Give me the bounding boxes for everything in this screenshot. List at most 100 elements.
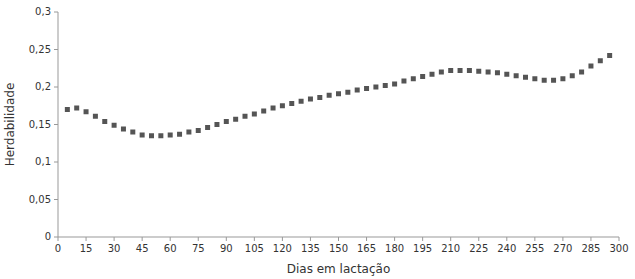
x-tick-label: 60	[164, 243, 177, 254]
point	[401, 79, 406, 84]
point	[233, 117, 238, 122]
x-tick-label: 240	[497, 243, 516, 254]
point	[607, 53, 612, 58]
point	[345, 90, 350, 95]
x-tick-label: 90	[220, 243, 233, 254]
point	[392, 82, 397, 87]
point	[598, 58, 603, 63]
x-tick	[226, 237, 227, 241]
x-tick	[366, 237, 367, 241]
point	[252, 112, 257, 117]
point	[158, 133, 163, 138]
x-tick	[478, 237, 479, 241]
y-tick	[54, 87, 58, 88]
y-tick	[54, 199, 58, 200]
x-tick	[282, 237, 283, 241]
x-tick-label: 225	[469, 243, 488, 254]
x-axis-label: Dias em lactação	[287, 262, 391, 276]
axes: 00,050,10,150,20,250,3015304560759010512…	[29, 6, 629, 254]
point	[112, 123, 117, 128]
point	[317, 95, 322, 100]
x-tick-label: 270	[553, 243, 572, 254]
point	[261, 109, 266, 114]
x-tick	[562, 237, 563, 241]
point	[336, 91, 341, 96]
x-tick	[86, 237, 87, 241]
point	[411, 76, 416, 81]
x-tick-label: 75	[192, 243, 205, 254]
point	[495, 70, 500, 75]
point	[299, 99, 304, 104]
point	[121, 127, 126, 132]
point	[579, 70, 584, 75]
y-tick	[54, 162, 58, 163]
point	[373, 85, 378, 90]
point	[140, 133, 145, 138]
point	[383, 83, 388, 88]
point	[476, 69, 481, 74]
x-tick	[450, 237, 451, 241]
point	[355, 88, 360, 93]
y-tick-label: 0,05	[29, 194, 51, 205]
x-tick-label: 0	[55, 243, 61, 254]
x-tick-label: 120	[273, 243, 292, 254]
x-tick-label: 150	[329, 243, 348, 254]
point	[514, 73, 519, 78]
x-tick	[114, 237, 115, 241]
x-tick	[338, 237, 339, 241]
x-tick	[619, 237, 620, 241]
y-tick	[54, 49, 58, 50]
x-tick-label: 15	[80, 243, 93, 254]
y-tick-label: 0,2	[35, 81, 51, 92]
points	[65, 53, 612, 138]
point	[448, 68, 453, 73]
point	[196, 128, 201, 133]
point	[560, 76, 565, 81]
x-tick	[58, 237, 59, 241]
y-tick-label: 0	[45, 231, 51, 242]
point	[205, 125, 210, 130]
y-tick-label: 0,1	[35, 156, 51, 167]
chart: 00,050,10,150,20,250,3015304560759010512…	[0, 0, 635, 279]
x-tick-label: 180	[385, 243, 404, 254]
point	[65, 107, 70, 112]
y-tick-label: 0,25	[29, 44, 51, 55]
y-tick	[54, 124, 58, 125]
point	[420, 74, 425, 79]
point	[364, 86, 369, 91]
point	[74, 106, 79, 111]
point	[149, 133, 154, 138]
x-tick-label: 300	[609, 243, 628, 254]
x-tick-label: 30	[108, 243, 121, 254]
y-tick	[54, 237, 58, 238]
y-tick	[54, 12, 58, 13]
y-tick-label: 0,3	[35, 6, 51, 17]
point	[280, 103, 285, 108]
point	[214, 122, 219, 127]
point	[551, 78, 556, 83]
x-tick-label: 285	[581, 243, 600, 254]
point	[308, 97, 313, 102]
point	[439, 70, 444, 75]
point	[289, 101, 294, 106]
point	[224, 119, 229, 124]
point	[84, 109, 89, 114]
point	[542, 78, 547, 83]
point	[570, 73, 575, 78]
y-tick-label: 0,15	[29, 119, 51, 130]
point	[186, 130, 191, 135]
x-tick	[394, 237, 395, 241]
point	[130, 130, 135, 135]
x-axis-line	[58, 237, 619, 238]
point	[168, 133, 173, 138]
point	[523, 75, 528, 80]
x-tick	[534, 237, 535, 241]
x-tick	[198, 237, 199, 241]
x-tick-label: 45	[136, 243, 149, 254]
x-tick	[590, 237, 591, 241]
y-axis-line	[58, 12, 59, 237]
x-tick-label: 255	[525, 243, 544, 254]
y-axis-label: Herdabilidade	[3, 83, 17, 167]
point	[588, 64, 593, 69]
point	[271, 106, 276, 111]
